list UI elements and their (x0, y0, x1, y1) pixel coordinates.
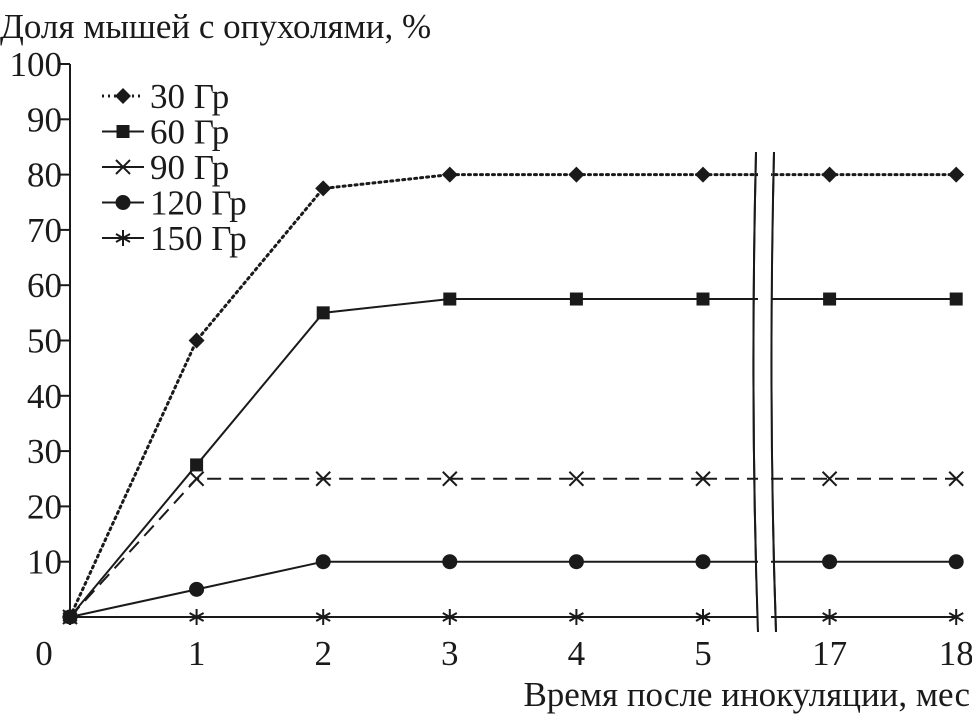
data-point (441, 166, 458, 183)
axis-break-mark (770, 151, 777, 633)
data-point (696, 292, 710, 306)
legend-marker (115, 88, 131, 104)
data-point (948, 166, 965, 183)
legend-entry: 30 Гр (102, 77, 229, 116)
data-point (821, 166, 838, 183)
legend-label: 30 Гр (150, 77, 229, 116)
x-tick-label: 18 (939, 634, 972, 673)
x-tick-label: 2 (314, 634, 332, 673)
data-point (568, 471, 585, 487)
data-point (62, 609, 78, 625)
legend-label: 90 Гр (150, 148, 229, 187)
legend-marker (115, 230, 131, 246)
legend-entry: 90 Гр (102, 148, 229, 187)
data-point (823, 292, 837, 306)
legend-label: 120 Гр (150, 184, 247, 223)
y-tick-label: 20 (27, 487, 62, 526)
data-point (695, 554, 711, 570)
data-point (569, 292, 583, 306)
data-point (315, 180, 332, 197)
y-axis-label: Доля мышей с опухолями, % (0, 7, 431, 46)
legend-marker (115, 195, 131, 210)
y-tick-label: 90 (27, 100, 62, 139)
legend-marker (115, 159, 131, 175)
legend-marker (116, 125, 130, 138)
data-point (948, 471, 964, 487)
legend-label: 150 Гр (150, 219, 247, 258)
data-point (190, 458, 204, 472)
legend-label: 60 Гр (150, 113, 229, 152)
legend-entry: 150 Гр (102, 219, 247, 258)
series-line (69, 477, 703, 618)
data-point (443, 292, 457, 306)
x-tick-label: 17 (812, 634, 847, 673)
data-point (316, 306, 330, 320)
data-point (568, 554, 584, 570)
data-point (695, 166, 711, 183)
data-point (315, 609, 331, 625)
axis-break-gap (758, 160, 771, 630)
data-point (442, 471, 458, 487)
data-point (315, 554, 331, 570)
x-axis-label: Время после инокуляции, мес (523, 675, 970, 714)
series-150-Гр (62, 609, 964, 625)
data-point (442, 554, 458, 570)
y-tick-label: 100 (10, 45, 63, 84)
data-point (822, 554, 838, 570)
series-120-Гр (62, 554, 964, 625)
x-tick-label: 4 (568, 634, 586, 673)
axis-break-mark (752, 151, 759, 633)
x-tick-label: 5 (694, 634, 712, 673)
data-point (949, 292, 963, 306)
y-tick-label: 60 (27, 266, 62, 305)
data-point (948, 554, 964, 570)
data-point (568, 609, 584, 625)
x-tick-label: 3 (441, 634, 459, 673)
y-tick-label: 10 (27, 543, 62, 582)
data-point (315, 471, 331, 487)
data-point (189, 581, 205, 597)
y-tick-label: 50 (27, 322, 62, 361)
data-point (948, 609, 964, 625)
series-90-Гр (62, 471, 964, 625)
series-line (68, 173, 705, 619)
data-point (442, 609, 458, 625)
data-point (188, 332, 205, 349)
legend-entry: 60 Гр (102, 113, 229, 152)
data-point (695, 471, 711, 487)
data-point (695, 609, 711, 625)
y-tick-label: 30 (27, 432, 62, 471)
y-tick-label: 70 (27, 211, 62, 250)
x-tick-label: 0 (35, 634, 53, 673)
data-point (189, 609, 205, 625)
series-line (69, 298, 703, 618)
y-tick-label: 80 (27, 156, 62, 195)
legend-entry: 120 Гр (102, 184, 247, 223)
data-point (821, 471, 838, 487)
data-point (822, 609, 838, 625)
data-point (568, 166, 585, 183)
x-tick-label: 1 (188, 634, 206, 673)
y-tick-label: 40 (27, 377, 62, 416)
data-point (188, 471, 205, 487)
series-line (69, 560, 703, 618)
